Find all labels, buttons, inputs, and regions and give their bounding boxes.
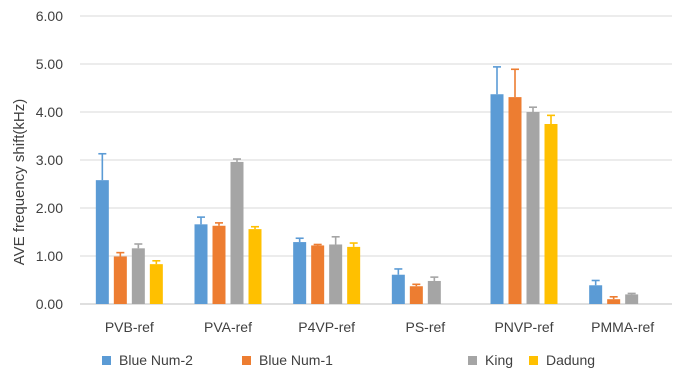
bar	[311, 245, 324, 304]
legend-item: Blue Num-2	[102, 352, 193, 368]
legend-item: Blue Num-1	[242, 352, 333, 368]
bar	[607, 299, 620, 304]
x-tick-label: PMMA-ref	[591, 319, 654, 335]
legend-item: King	[468, 352, 513, 368]
legend-label: Dadung	[546, 352, 595, 368]
y-tick-label: 5.00	[36, 56, 63, 72]
bar	[213, 226, 226, 304]
bar	[249, 229, 262, 304]
legend-label: King	[485, 352, 513, 368]
bar	[195, 224, 208, 304]
bar	[231, 162, 244, 304]
gridlines	[80, 16, 672, 304]
bar	[293, 242, 306, 304]
bar	[96, 180, 109, 304]
x-tick-label: PNVP-ref	[494, 319, 553, 335]
bar	[625, 294, 638, 304]
bar	[347, 247, 360, 304]
bar	[527, 112, 540, 304]
bar-group-pva-ref	[195, 159, 262, 304]
legend-swatch	[529, 356, 538, 365]
bar	[589, 285, 602, 304]
bar-group-pnvp-ref	[491, 67, 558, 304]
y-tick-label: 1.00	[36, 248, 63, 264]
bar-group-p4vp-ref	[293, 237, 360, 304]
bar-group-ps-ref	[392, 269, 441, 304]
legend-label: Blue Num-2	[119, 352, 193, 368]
bar	[545, 124, 558, 304]
y-axis-label: AVE frequency shift(kHz)	[11, 99, 28, 265]
y-tick-label: 2.00	[36, 200, 63, 216]
y-tick-label: 3.00	[36, 152, 63, 168]
bar	[428, 281, 441, 304]
bar	[329, 244, 342, 304]
bar	[150, 264, 163, 304]
bar	[410, 286, 423, 304]
x-axis-ticks: PVB-ref PVA-ref P4VP-ref PS-ref PNVP-ref PMMA…	[105, 319, 654, 335]
bar-group-pmma-ref	[589, 280, 638, 304]
bar	[491, 94, 504, 304]
legend-swatch	[468, 356, 477, 365]
legend: Blue Num-2 Blue Num-1 King Dadung	[102, 352, 595, 368]
bar	[392, 275, 405, 304]
y-tick-label: 4.00	[36, 104, 63, 120]
x-tick-label: P4VP-ref	[298, 319, 355, 335]
x-tick-label: PVB-ref	[105, 319, 154, 335]
legend-swatch	[102, 356, 111, 365]
y-axis-ticks: 0.00 1.00 2.00 3.00 4.00 5.00 6.00	[36, 8, 63, 312]
y-tick-label: 0.00	[36, 296, 63, 312]
x-tick-label: PS-ref	[405, 319, 445, 335]
y-tick-label: 6.00	[36, 8, 63, 24]
bar-groups	[96, 67, 638, 304]
bar	[132, 248, 145, 304]
x-tick-label: PVA-ref	[204, 319, 252, 335]
bar-group-pvb-ref	[96, 154, 163, 304]
legend-label: Blue Num-1	[259, 352, 333, 368]
legend-swatch	[242, 356, 251, 365]
bar	[114, 256, 127, 304]
legend-item: Dadung	[529, 352, 595, 368]
bar	[509, 97, 522, 304]
